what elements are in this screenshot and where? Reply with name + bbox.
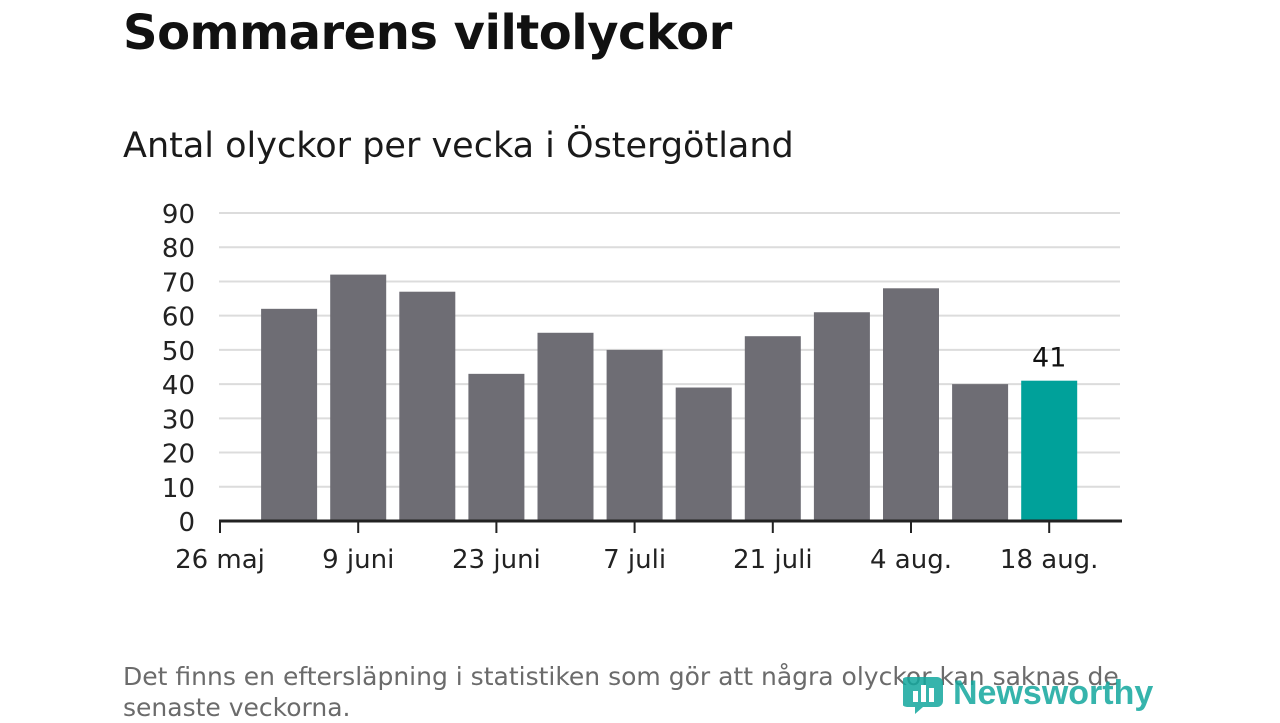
bar: [468, 373, 525, 521]
data-label: 41: [1032, 343, 1066, 374]
y-tick-label: 50: [162, 337, 195, 367]
x-tick-label: 18 aug.: [1000, 545, 1099, 575]
y-tick-label: 30: [162, 405, 195, 435]
bar: [675, 387, 732, 521]
x-tick-label: 4 aug.: [870, 545, 952, 575]
x-tick-label: 9 juni: [322, 545, 394, 575]
bar: [606, 349, 663, 521]
y-tick-label: 60: [162, 303, 195, 333]
y-tick-label: 10: [162, 474, 195, 504]
bar: [330, 274, 387, 521]
bar: [537, 332, 594, 521]
x-tick-label: 23 juni: [452, 545, 541, 575]
newsworthy-logo-text: Newsworthy: [953, 673, 1154, 712]
x-axis-tick-labels: 26 maj 9 juni 23 juni 7 juli 21 juli 4 aug. 18…: [175, 545, 1098, 575]
data-labels: 41: [1032, 343, 1066, 374]
bar: [261, 308, 318, 521]
x-tick-label: 26 maj: [175, 545, 265, 575]
y-tick-label: 70: [162, 268, 195, 298]
x-axis: [219, 519, 1122, 533]
bar: [399, 291, 456, 521]
newsworthy-logo-icon: [903, 677, 943, 714]
bars: [261, 274, 1078, 521]
y-tick-label: 20: [162, 440, 195, 470]
newsworthy-logo: Newsworthy: [903, 670, 1153, 716]
bar: [813, 312, 870, 521]
x-tick-label: 7 juli: [603, 545, 666, 575]
y-axis-tick-labels: 0 10 20 30 40 50 60 70 80 90: [162, 200, 195, 538]
page-title: Sommarens viltolyckor: [123, 5, 732, 61]
footnote: Det finns en eftersläpning i statistiken…: [123, 662, 1119, 722]
chart-subtitle: Antal olyckor per vecka i Östergötland: [123, 126, 794, 166]
y-tick-label: 0: [178, 508, 195, 538]
bar: [952, 384, 1009, 521]
bar: [883, 288, 939, 521]
bar: [744, 336, 801, 521]
bar-chart: 0 10 20 30 40 50 60 70 80 90 26 maj 9 juni 23 juni 7…: [162, 200, 1122, 575]
y-tick-label: 90: [162, 200, 195, 230]
y-tick-label: 40: [162, 371, 195, 401]
bar: [1021, 380, 1078, 521]
y-tick-label: 80: [162, 234, 195, 264]
x-tick-label: 21 juli: [733, 545, 813, 575]
